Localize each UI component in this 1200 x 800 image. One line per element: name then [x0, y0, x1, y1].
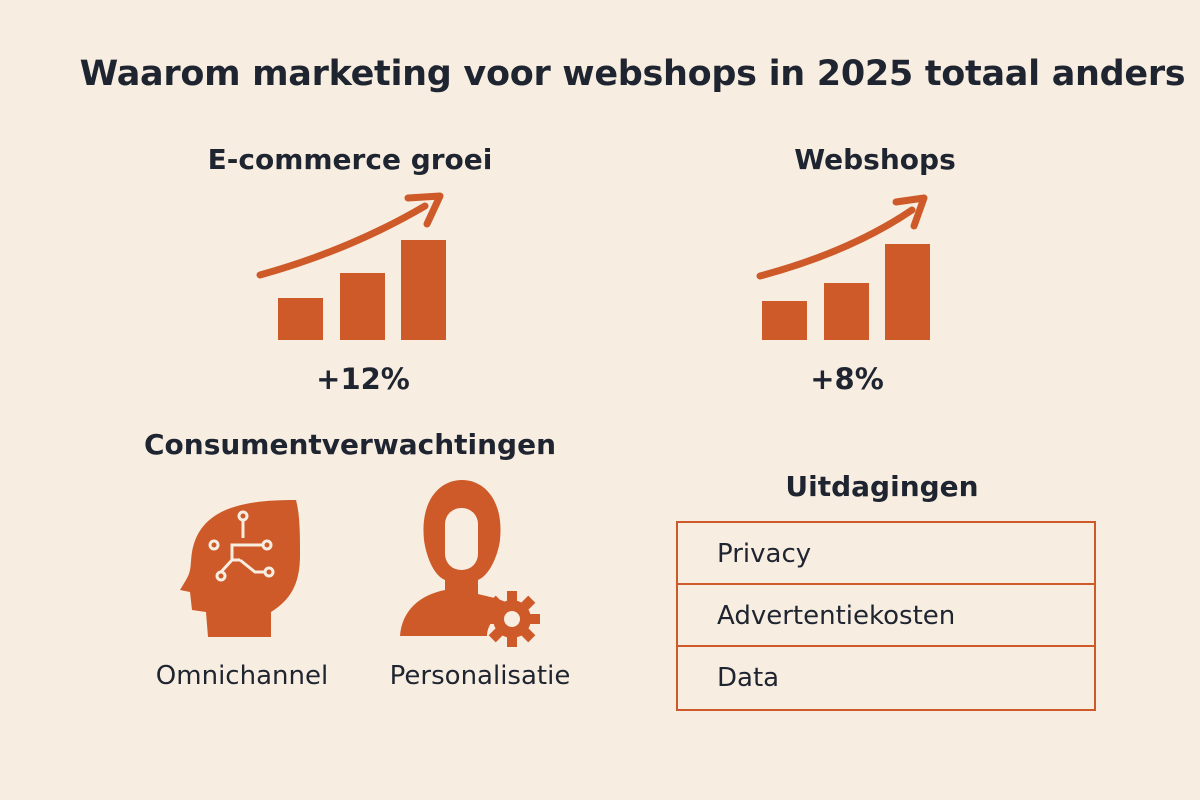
webshops-heading: Webshops — [794, 143, 956, 176]
growth-bar-2 — [340, 273, 385, 340]
consumenten-item-label: Omnichannel — [155, 661, 329, 691]
growth-bar-2 — [824, 283, 869, 340]
ecommerce-value: +12% — [316, 362, 410, 396]
page-title: Waarom marketing voor webshops in 2025 t… — [79, 54, 1186, 94]
table-row: Privacy — [678, 523, 1094, 585]
consumenten-heading: Consumentverwachtingen — [143, 428, 557, 461]
growth-bar-1 — [278, 298, 323, 340]
growth-bar-3 — [885, 244, 930, 340]
consumenten-item-label: Personalisatie — [389, 661, 571, 691]
table-row: Data — [717, 663, 780, 693]
growth-arrow — [756, 206, 916, 280]
growth-arrowhead — [892, 194, 928, 230]
uitdagingen-table: Privacy Advertentiekosten Data — [676, 521, 1096, 711]
growth-bar-1 — [762, 301, 807, 340]
uitdagingen-heading: Uitdagingen — [785, 470, 979, 503]
growth-arrow — [256, 202, 429, 279]
table-row: Advertentiekosten — [678, 585, 1094, 647]
webshops-value: +8% — [810, 362, 884, 396]
growth-bar-3 — [401, 240, 446, 340]
ecommerce-heading: E-commerce groei — [207, 143, 493, 176]
growth-arrowhead — [404, 192, 444, 228]
